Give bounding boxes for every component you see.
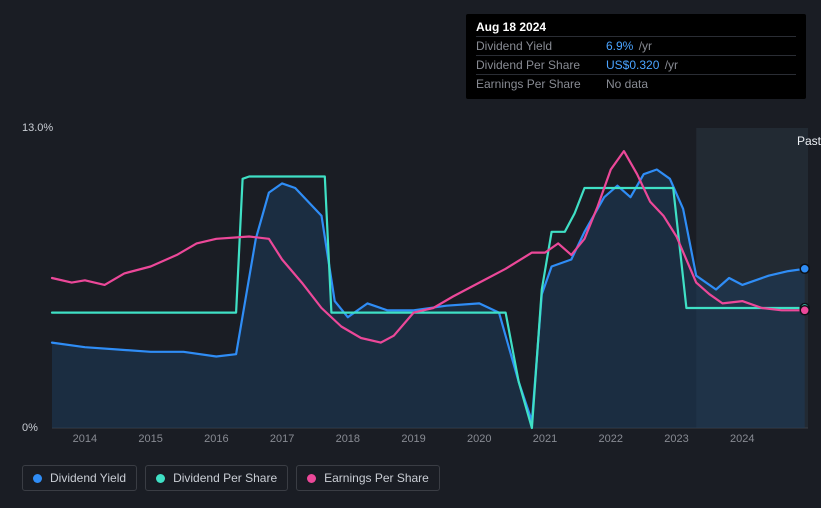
legend-label: Dividend Yield [50, 471, 126, 485]
tooltip-value: No data [606, 77, 648, 91]
x-tick-label: 2017 [270, 433, 294, 445]
tooltip-unit: /yr [665, 58, 678, 72]
x-tick-label: 2024 [730, 433, 754, 445]
tooltip-value: US$0.320 [606, 58, 659, 72]
legend-item-dividend-yield[interactable]: Dividend Yield [22, 465, 137, 491]
x-tick-label: 2023 [664, 433, 688, 445]
tooltip-label: Earnings Per Share [476, 77, 606, 91]
tooltip-label: Dividend Yield [476, 39, 606, 53]
tooltip-value: 6.9% [606, 39, 633, 53]
line-chart[interactable]: 13.0% 0% [22, 108, 808, 428]
x-tick-label: 2019 [401, 433, 425, 445]
x-tick-label: 2014 [73, 433, 97, 445]
x-tick-label: 2018 [336, 433, 360, 445]
legend-label: Dividend Per Share [173, 471, 277, 485]
x-tick-label: 2015 [138, 433, 162, 445]
legend-dot-icon [156, 474, 165, 483]
legend-item-earnings-per-share[interactable]: Earnings Per Share [296, 465, 440, 491]
legend-label: Earnings Per Share [324, 471, 429, 485]
chart-tooltip: Aug 18 2024 Dividend Yield 6.9% /yr Divi… [466, 14, 806, 99]
tooltip-row: Dividend Per Share US$0.320 /yr [476, 55, 796, 74]
tooltip-label: Dividend Per Share [476, 58, 606, 72]
x-tick-label: 2021 [533, 433, 557, 445]
y-tick-label: 13.0% [22, 122, 53, 134]
y-tick-label: 0% [22, 422, 38, 434]
past-label: Past [797, 134, 821, 148]
chart-legend: Dividend Yield Dividend Per Share Earnin… [22, 465, 440, 491]
x-axis: 2014 2015 2016 2017 2018 2019 2020 2021 2022 2023… [52, 433, 808, 449]
tooltip-unit: /yr [639, 39, 652, 53]
tooltip-row: Dividend Yield 6.9% /yr [476, 36, 796, 55]
tooltip-row: Earnings Per Share No data [476, 74, 796, 93]
legend-item-dividend-per-share[interactable]: Dividend Per Share [145, 465, 288, 491]
x-tick-label: 2016 [204, 433, 228, 445]
legend-dot-icon [33, 474, 42, 483]
tooltip-date: Aug 18 2024 [476, 20, 796, 36]
plot-area[interactable] [52, 128, 808, 428]
legend-dot-icon [307, 474, 316, 483]
x-tick-label: 2022 [599, 433, 623, 445]
x-tick-label: 2020 [467, 433, 491, 445]
